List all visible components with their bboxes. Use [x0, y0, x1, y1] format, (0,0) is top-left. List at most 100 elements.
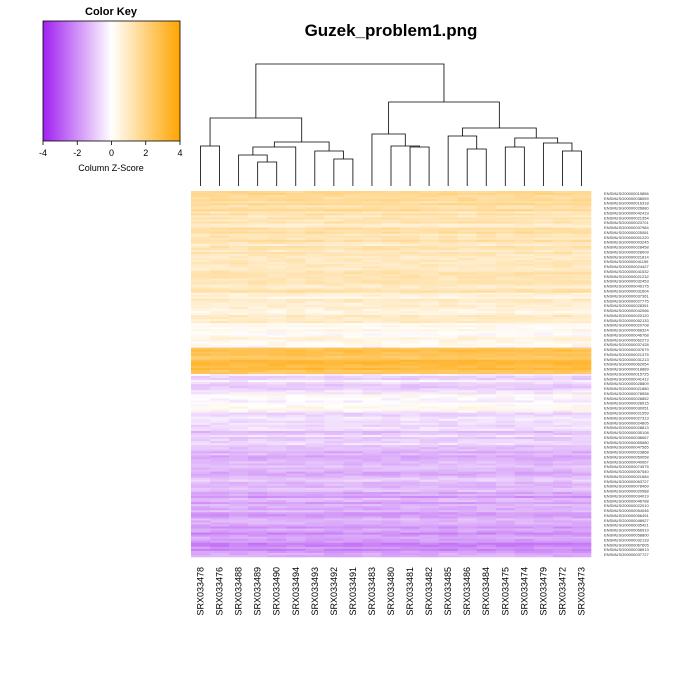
heatmap-cell — [324, 235, 344, 239]
heatmap-cell — [533, 439, 554, 442]
heatmap-cell — [324, 197, 344, 200]
heatmap-cell — [305, 400, 325, 403]
heatmap-cell — [343, 335, 363, 338]
heatmap-cell — [210, 487, 230, 491]
heatmap-cell — [248, 203, 268, 206]
heatmap-cell — [571, 329, 592, 332]
heatmap-cell — [400, 430, 420, 434]
heatmap-cell — [495, 544, 516, 548]
heatmap-cell — [533, 355, 554, 359]
heatmap-cell — [191, 205, 211, 208]
heatmap-cell — [552, 317, 573, 320]
heatmap-cell — [229, 217, 249, 220]
heatmap-cell — [324, 254, 344, 257]
heatmap-cell — [210, 195, 230, 198]
heatmap-cell — [305, 239, 325, 243]
heatmap-cell — [457, 410, 478, 413]
row-label: ENSMUSG00000049175 — [604, 284, 649, 289]
heatmap-cell — [267, 479, 287, 483]
heatmap-cell — [381, 359, 401, 363]
column-dendrogram — [200, 63, 582, 186]
heatmap-cell — [324, 294, 344, 298]
heatmap-cell — [571, 213, 592, 216]
heatmap-cell — [533, 552, 554, 556]
heatmap-cell — [457, 351, 478, 354]
heatmap-cell — [476, 408, 497, 411]
heatmap-cell — [514, 439, 535, 442]
heatmap-cell — [229, 249, 249, 253]
heatmap-cell — [286, 213, 306, 216]
heatmap-cell — [191, 382, 211, 385]
heatmap-cell — [286, 498, 306, 501]
heatmap-cell — [438, 355, 458, 359]
heatmap-cell — [495, 323, 516, 326]
heatmap-cell — [400, 260, 420, 263]
heatmap-cell — [495, 512, 516, 515]
heatmap-cell — [362, 304, 382, 308]
heatmap-cell — [267, 443, 287, 446]
heatmap-cell — [362, 191, 382, 194]
heatmap-cell — [286, 308, 306, 312]
heatmap-cell — [267, 211, 287, 214]
heatmap-cell — [438, 323, 458, 326]
heatmap-cell — [248, 223, 268, 226]
heatmap-cell — [438, 420, 458, 424]
heatmap-cell — [552, 396, 573, 399]
heatmap-cell — [267, 323, 287, 326]
heatmap-cell — [381, 502, 401, 505]
heatmap-cell — [571, 380, 592, 383]
heatmap-cell — [495, 394, 516, 397]
heatmap-cell — [343, 353, 363, 356]
heatmap-cell — [514, 548, 535, 552]
heatmap-cell — [514, 272, 535, 275]
heatmap-cell — [191, 347, 211, 350]
heatmap-cell — [571, 522, 592, 525]
heatmap-cell — [381, 341, 401, 344]
heatmap-cell — [419, 435, 439, 438]
heatmap-cell — [419, 256, 439, 259]
heatmap-cell — [362, 540, 382, 544]
heatmap-cell — [457, 443, 478, 446]
heatmap-cell — [400, 496, 420, 499]
heatmap-cell — [191, 345, 211, 348]
heatmap-cell — [533, 266, 554, 269]
heatmap-cell — [571, 479, 592, 483]
heatmap-cell — [305, 382, 325, 385]
heatmap-cell — [229, 386, 249, 389]
heatmap-cell — [381, 386, 401, 389]
heatmap-cell — [362, 534, 382, 537]
heatmap-cell — [438, 268, 458, 271]
heatmap-cell — [324, 479, 344, 483]
heatmap-cell — [191, 538, 211, 542]
heatmap-cell — [210, 394, 230, 397]
heatmap-cell — [248, 416, 268, 420]
heatmap-cell — [514, 282, 535, 285]
heatmap-cell — [305, 351, 325, 354]
heatmap-cell — [533, 520, 554, 523]
heatmap-cell — [495, 479, 516, 483]
heatmap-cell — [324, 315, 344, 318]
heatmap-cell — [305, 288, 325, 291]
heatmap-cell — [514, 465, 535, 468]
heatmap-cell — [400, 359, 420, 363]
heatmap-cell — [438, 205, 458, 208]
heatmap-cell — [305, 319, 325, 322]
heatmap-cell — [305, 540, 325, 544]
heatmap-cell — [362, 317, 382, 320]
heatmap-cell — [324, 266, 344, 269]
heatmap-cell — [419, 245, 439, 249]
heatmap-cell — [476, 235, 497, 239]
heatmap-cell — [305, 217, 325, 220]
heatmap-cell — [362, 353, 382, 356]
heatmap-cell — [286, 544, 306, 548]
heatmap-cell — [400, 459, 420, 462]
heatmap-cell — [248, 457, 268, 460]
heatmap-cell — [514, 445, 535, 448]
heatmap-cell — [552, 243, 573, 247]
heatmap-cell — [267, 489, 287, 493]
heatmap-cell — [457, 274, 478, 277]
heatmap-cell — [381, 266, 401, 269]
heatmap-cell — [476, 260, 497, 263]
heatmap-cell — [248, 445, 268, 448]
heatmap-cell — [552, 465, 573, 468]
